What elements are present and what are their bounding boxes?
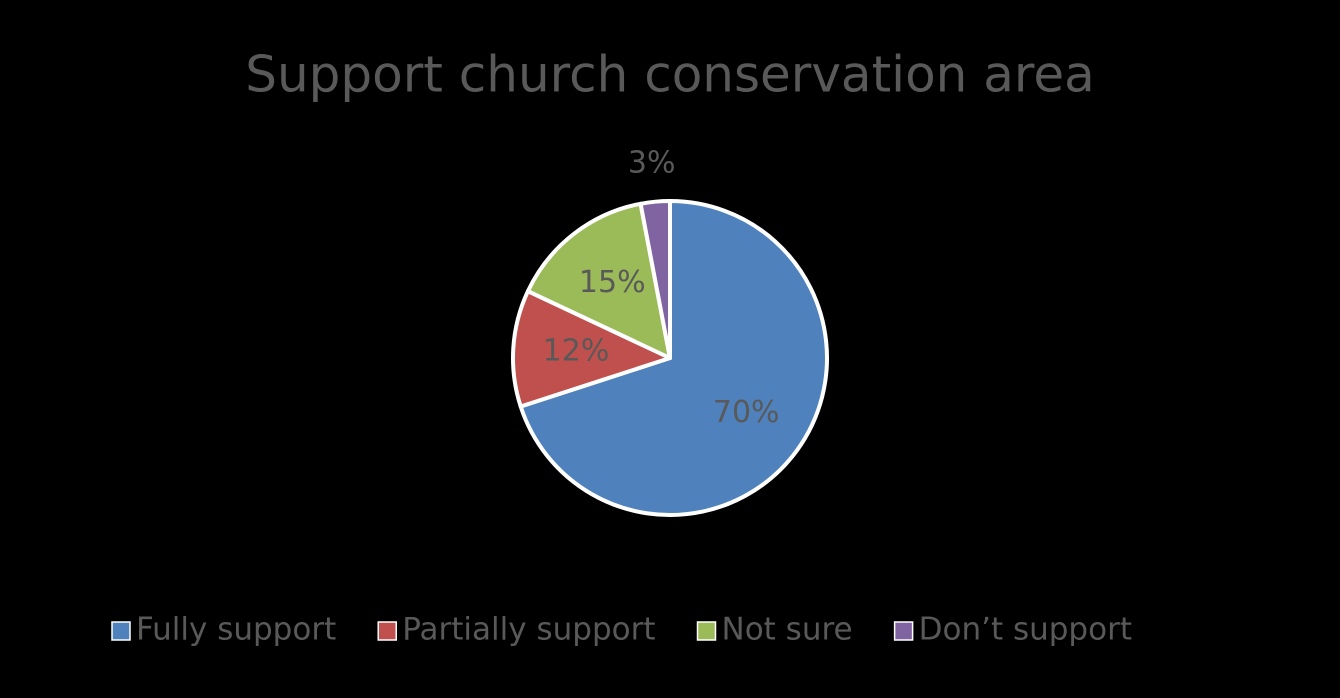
legend-marker <box>111 621 131 641</box>
chart-title: Support church conservation area <box>245 46 1095 104</box>
pie-slice <box>525 201 672 360</box>
legend-label: Fully support <box>136 612 336 648</box>
data-label: 3% <box>628 146 676 181</box>
data-label: 12% <box>543 334 610 369</box>
legend-label: Partially support <box>402 612 655 648</box>
legend-label: Don’t support <box>919 612 1132 648</box>
pie-slice <box>638 199 672 360</box>
pie-slice <box>511 289 672 409</box>
legend-marker <box>696 621 717 641</box>
legend-marker <box>893 621 914 641</box>
legend-label: Not sure <box>722 612 853 648</box>
data-label: 70% <box>713 395 780 430</box>
legend-marker <box>377 621 397 641</box>
data-label: 15% <box>579 265 646 300</box>
pie-slice <box>518 199 829 517</box>
